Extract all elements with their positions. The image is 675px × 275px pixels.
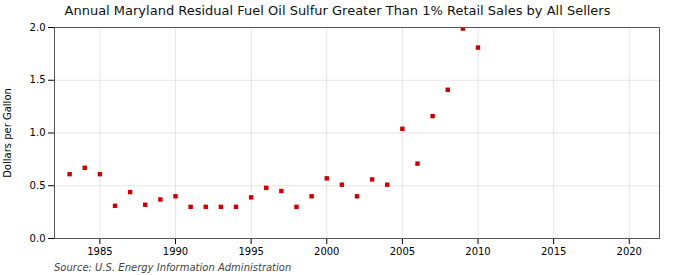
svg-text:1985: 1985 [87,246,112,257]
svg-text:0.5: 0.5 [30,180,46,191]
svg-text:2015: 2015 [541,246,566,257]
svg-text:Dollars per Gallon: Dollars per Gallon [2,88,13,178]
svg-text:2020: 2020 [617,246,642,257]
svg-text:2005: 2005 [390,246,415,257]
svg-text:1995: 1995 [238,246,263,257]
svg-text:1990: 1990 [163,246,188,257]
svg-text:1.0: 1.0 [30,127,46,138]
svg-text:2010: 2010 [465,246,490,257]
html-text:Annual Maryland Residual Fuel: Annual Maryland Residual Fuel Oil Sulfur… [64,3,611,18]
html-text:Source: U.S. Energy Informatio: Source: U.S. Energy Information Administ… [54,262,292,273]
svg-text:2000: 2000 [314,246,339,257]
svg-text:2.0: 2.0 [30,22,46,33]
svg-text:0.0: 0.0 [30,233,46,244]
svg-text:1.5: 1.5 [30,74,46,85]
